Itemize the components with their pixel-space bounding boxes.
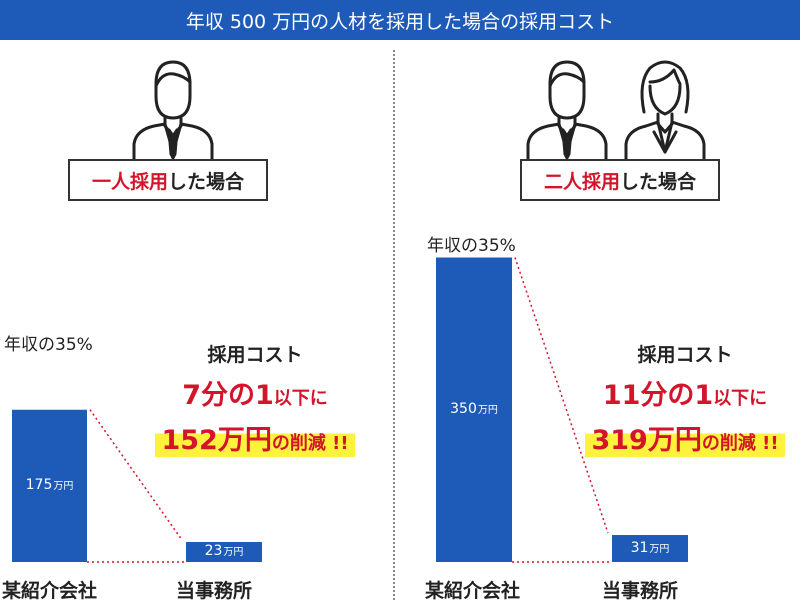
- savings-amount: 319万円: [591, 425, 702, 456]
- category-label: 当事務所: [602, 580, 679, 602]
- ratio-suffix: 以下に: [273, 388, 328, 409]
- page-title: 年収 500 万円の人材を採用した場合の採用コスト: [185, 10, 615, 33]
- bar-value-label: 175万円: [12, 477, 87, 493]
- percent-label-left: 年収の35%: [4, 335, 93, 355]
- scenario-suffix: した場合: [620, 170, 697, 193]
- bar-agency: [12, 409, 87, 562]
- annotation-savings: 152万円の削減 !!: [155, 418, 355, 457]
- annotation-heading: 採用コスト: [207, 344, 303, 366]
- value-unit: 万円: [477, 404, 498, 416]
- ratio-number: 11分の1: [602, 380, 714, 411]
- value-number: 31: [630, 539, 649, 556]
- title-banner: 年収 500 万円の人材を採用した場合の採用コスト: [0, 0, 800, 40]
- annotation-savings: 319万円の削減 !!: [585, 418, 785, 457]
- category-label: 某紹介会社: [425, 580, 521, 602]
- ratio-suffix: 以下に: [713, 388, 768, 409]
- value-number: 175: [25, 476, 53, 493]
- scenario-emphasis: 二人採用: [543, 170, 620, 193]
- ratio-number: 7分の1: [182, 380, 274, 411]
- bar-agency: [436, 257, 512, 562]
- scenario-emphasis: 一人採用: [91, 170, 168, 193]
- category-label: 当事務所: [176, 580, 253, 602]
- annotation-heading: 採用コスト: [637, 344, 733, 366]
- savings-annotation-left: 採用コスト 7分の1以下に 152万円の削減 !!: [130, 340, 380, 457]
- bar-value-label: 23万円: [186, 543, 262, 559]
- connector-line: [514, 257, 609, 534]
- category-label: 某紹介会社: [2, 580, 98, 602]
- value-unit: 万円: [53, 480, 74, 492]
- value-number: 23: [204, 542, 223, 559]
- savings-suffix: の削減 !!: [271, 433, 349, 454]
- savings-amount: 152万円: [161, 425, 272, 456]
- male-person-icon: [132, 60, 214, 162]
- scenario-suffix: した場合: [168, 170, 245, 193]
- scenario-label-two: 二人採用 した場合: [520, 159, 720, 201]
- female-person-icon: [624, 60, 706, 162]
- savings-annotation-right: 採用コスト 11分の1以下に 319万円の削減 !!: [570, 340, 800, 457]
- percent-label-right: 年収の35%: [427, 236, 516, 256]
- value-number: 350: [450, 400, 477, 417]
- bar-office: [612, 535, 688, 562]
- connector-line: [89, 409, 183, 541]
- annotation-ratio: 7分の1以下に: [130, 373, 380, 412]
- bar-value-label: 31万円: [612, 540, 688, 556]
- value-unit: 万円: [223, 546, 244, 558]
- value-unit: 万円: [649, 543, 670, 555]
- scenario-label-one: 一人採用 した場合: [68, 159, 268, 201]
- savings-suffix: の削減 !!: [701, 433, 779, 454]
- male-person-icon: [526, 60, 608, 162]
- annotation-ratio: 11分の1以下に: [570, 373, 800, 412]
- panel-divider: [393, 50, 395, 600]
- bar-value-label: 350万円: [436, 401, 512, 417]
- bar-office: [186, 541, 262, 562]
